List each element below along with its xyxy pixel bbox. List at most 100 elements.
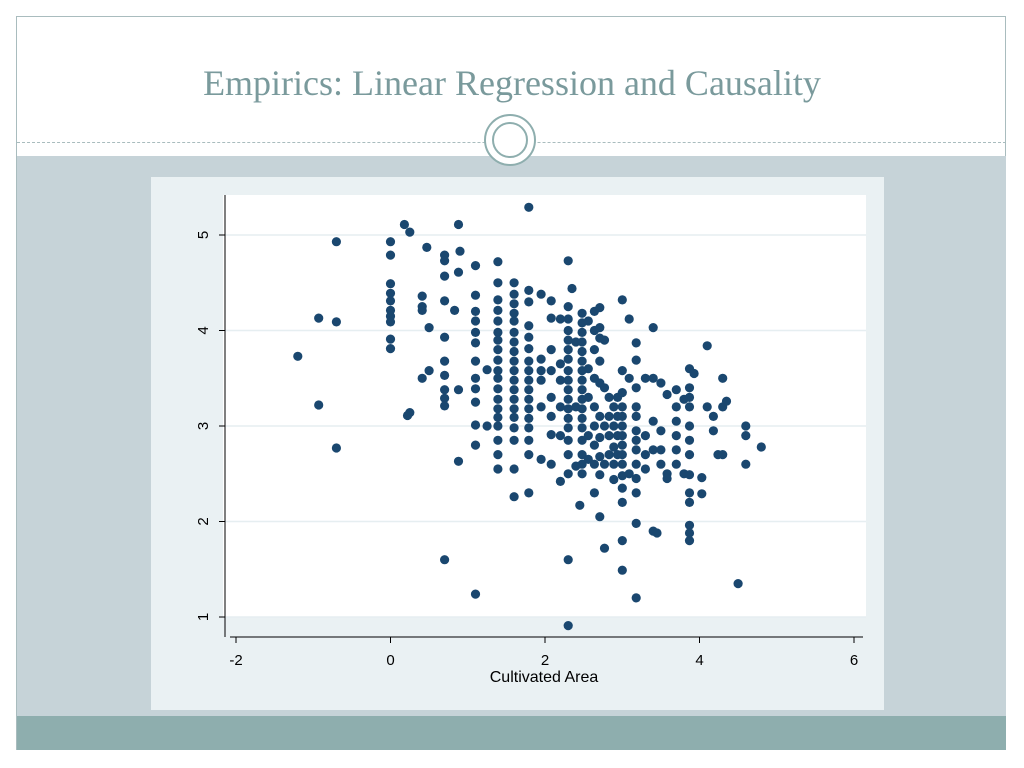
scatter-chart: -2 0 2 4 6 1 2 3 4 5 Cultivated Area	[195, 195, 866, 686]
scatter-point	[563, 404, 573, 414]
scatter-point	[656, 378, 666, 388]
scatter-point	[702, 341, 712, 351]
scatter-point	[684, 528, 695, 538]
scatter-point	[546, 313, 556, 323]
scatter-point	[599, 543, 610, 553]
scatter-point	[648, 445, 658, 455]
scatter-point	[563, 621, 573, 631]
scatter-point	[563, 375, 573, 385]
scatter-point	[493, 404, 503, 414]
scatter-point	[493, 435, 503, 445]
scatter-point	[536, 366, 546, 376]
scatter-point	[624, 373, 634, 383]
scatter-point	[563, 366, 573, 376]
scatter-point	[424, 366, 434, 376]
scatter-point	[509, 404, 519, 414]
scatter-point	[671, 402, 681, 412]
scatter-point	[470, 420, 481, 430]
scatter-point	[589, 440, 599, 450]
scatter-point	[555, 359, 565, 369]
scatter-point	[524, 385, 534, 395]
scatter-point	[708, 411, 719, 421]
scatter-point	[493, 355, 503, 365]
x-tick-label: -2	[229, 652, 242, 669]
scatter-point	[589, 421, 599, 431]
scatter-point	[470, 290, 481, 300]
scatter-point	[440, 332, 450, 342]
scatter-point	[493, 450, 503, 460]
scatter-point	[314, 400, 324, 410]
scatter-point	[417, 291, 427, 301]
x-tick-label: 0	[386, 652, 394, 669]
scatter-point	[440, 393, 450, 403]
scatter-point	[314, 313, 324, 323]
scatter-point	[331, 237, 341, 247]
scatter-point	[440, 356, 450, 366]
scatter-point	[293, 351, 303, 361]
scatter-point	[563, 335, 573, 345]
slide-title: Empirics: Linear Regression and Causalit…	[203, 63, 821, 103]
scatter-point	[741, 421, 751, 431]
scatter-point	[453, 456, 464, 466]
scatter-point	[577, 413, 587, 423]
scatter-point	[405, 227, 415, 237]
scatter-point	[524, 321, 534, 331]
scatter-point	[555, 431, 565, 441]
scatter-point	[604, 392, 614, 402]
scatter-point	[470, 356, 481, 366]
scatter-point	[684, 488, 695, 498]
scatter-point	[536, 402, 546, 412]
scatter-point	[440, 271, 450, 281]
scatter-point	[604, 431, 614, 441]
scatter-point	[631, 411, 641, 421]
scatter-point	[733, 579, 743, 589]
scatter-point	[524, 285, 534, 295]
scatter-point	[405, 408, 415, 418]
scatter-point	[563, 450, 573, 460]
scatter-point	[595, 411, 605, 421]
scatter-point	[536, 289, 546, 299]
scatter-point	[524, 344, 534, 354]
scatter-point	[524, 297, 534, 307]
scatter-point	[555, 402, 565, 412]
scatter-point	[631, 593, 641, 603]
scatter-point	[631, 426, 641, 436]
scatter-point	[583, 392, 593, 402]
scatter-point	[509, 278, 519, 288]
scatter-point	[509, 337, 519, 347]
circle-ornament-inner	[492, 122, 528, 158]
scatter-point	[509, 316, 519, 326]
scatter-point	[567, 283, 577, 294]
scatter-point	[536, 354, 546, 364]
y-tick-label: 5	[195, 231, 212, 239]
scatter-point	[509, 366, 519, 376]
scatter-point	[617, 459, 627, 469]
scatter-point	[470, 261, 481, 271]
scatter-point	[563, 469, 573, 479]
scatter-point	[684, 435, 695, 445]
scatter-point	[440, 370, 450, 380]
scatter-point	[609, 421, 619, 431]
scatter-point	[385, 344, 396, 354]
scatter-point	[656, 445, 666, 455]
scatter-point	[422, 242, 432, 252]
scatter-point	[652, 528, 662, 538]
scatter-point	[509, 492, 519, 502]
scatter-point	[509, 327, 519, 337]
scatter-point	[470, 440, 481, 450]
scatter-point	[631, 383, 641, 393]
scatter-point	[697, 473, 707, 483]
scatter-point	[617, 440, 627, 450]
scatter-point	[440, 555, 450, 565]
scatter-point	[617, 411, 627, 421]
scatter-point	[624, 469, 634, 479]
scatter-point	[577, 404, 587, 414]
scatter-point	[617, 431, 627, 441]
scatter-point	[583, 316, 593, 326]
scatter-point	[689, 368, 699, 379]
y-tick-label: 4	[195, 326, 212, 334]
scatter-point	[546, 459, 556, 469]
scatter-point	[589, 402, 599, 412]
scatter-point	[609, 442, 619, 452]
scatter-point	[470, 589, 481, 599]
